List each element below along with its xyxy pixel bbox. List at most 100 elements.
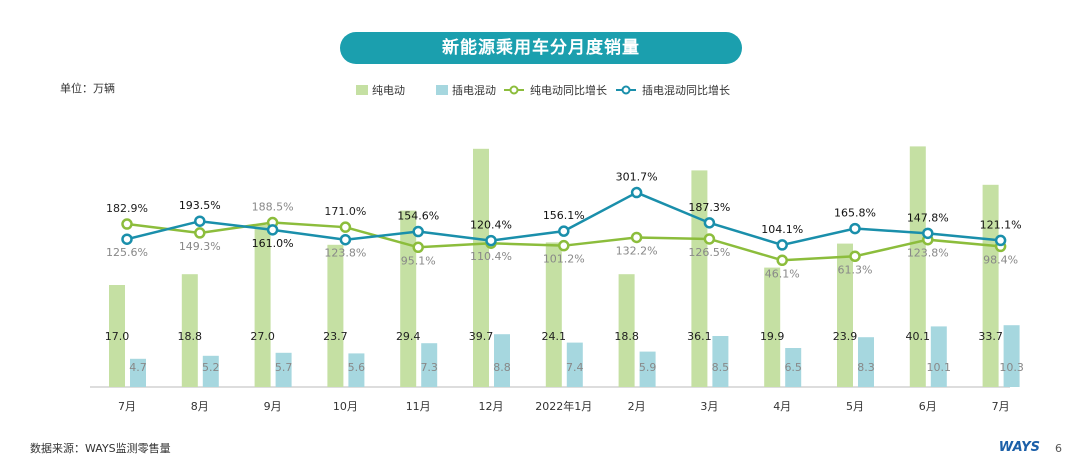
label-phev-8: 8.5 [712,361,730,374]
label-bev-growth-2: 188.5% [252,201,294,214]
data-labels: 17.0 4.7 18.8 5.2 27.0 5.7 23.7 5.6 29.4 7.3 39.7 8… [105,171,1024,374]
bar-bev-1 [181,274,198,387]
bar-phev-6 [566,342,583,387]
label-bev-growth-6: 101.2% [543,253,585,266]
label-bev-0: 17.0 [105,330,130,343]
label-phev-growth-0: 125.6% [106,246,148,259]
label-phev-growth-11: 147.8% [907,211,949,224]
x-tick-12: 7月 [992,400,1010,413]
label-bev-4: 29.4 [396,330,421,343]
bar-phev-7 [639,351,656,387]
legend-swatch-marker-2 [509,85,519,95]
phev-growth-point-2 [266,224,279,236]
x-tick-5: 12月 [479,400,504,413]
bev-growth-point-3 [339,221,352,233]
phev-growth-point-10 [849,222,861,235]
page-number: 6 [1055,442,1062,455]
x-tick-2: 9月 [264,400,282,413]
label-phev-growth-3: 123.8% [324,247,366,260]
x-tick-9: 4月 [773,400,791,413]
legend-swatch-0 [356,85,368,95]
bar-phev-0 [130,358,146,387]
x-tick-11: 6月 [919,400,937,413]
label-bev-12: 33.7 [978,330,1003,343]
label-phev-5: 8.8 [493,361,511,374]
x-tick-labels: 7月 8月 9月 10月 11月 12月 2022年1月 2月 3月 4月 5月 6月 7月 [118,399,1010,413]
label-phev-0: 4.7 [129,361,147,374]
label-bev-growth-0: 182.9% [106,202,148,215]
label-phev-3: 5.6 [348,361,366,374]
bar-bev-6 [545,242,562,387]
phev-growth-point-6 [558,225,570,237]
bar-bev-2 [254,225,271,387]
x-tick-7: 2月 [628,400,646,413]
bar-bev-4 [400,210,417,387]
bar-phev-5 [494,334,510,387]
x-tick-0: 7月 [118,400,136,413]
bar-bev-11 [909,146,926,387]
phev-growth-point-11 [922,227,934,240]
label-phev-growth-4: 154.6% [397,210,439,223]
growth-lines [121,186,1007,267]
bar-phev-9 [785,348,802,387]
label-bev-1: 18.8 [178,330,203,343]
label-phev-growth-6: 156.1% [543,209,585,222]
bar-bev-8 [691,170,708,387]
chart-title: 新能源乘用车分月度销量 [340,32,742,64]
label-bev-growth-4: 95.1% [401,254,436,267]
label-bev-5: 39.7 [469,330,494,343]
bev-growth-point-10 [849,250,861,263]
label-bev-11: 40.1 [906,330,931,343]
label-bev-growth-1: 149.3% [179,240,221,253]
label-phev-4: 7.3 [420,361,438,374]
label-phev-11: 10.1 [927,361,952,374]
label-phev-growth-12: 121.1% [980,218,1022,231]
unit-label: 单位：万辆 [60,82,115,95]
bar-bev-9 [764,267,781,387]
phev-growth-point-1 [194,215,206,227]
label-bev-growth-9: 46.1% [765,267,800,280]
label-bev-7: 18.8 [614,330,639,343]
label-bev-2: 27.0 [250,330,275,343]
phev-growth-point-3 [339,233,352,246]
phev-growth-point-9 [776,239,788,251]
label-bev-growth-11: 123.8% [907,247,949,260]
label-bev-9: 19.9 [760,330,785,343]
bars [109,146,1020,387]
legend: 纯电动 插电混动 纯电动同比增长 插电混动同比增长 [356,83,730,97]
source-note: 数据来源：WAYS监测零售量 [30,442,171,455]
label-bev-8: 36.1 [687,330,712,343]
x-tick-6: 2022年1月 [535,399,592,413]
label-phev-growth-5: 120.4% [470,219,512,232]
label-phev-7: 5.9 [639,361,657,374]
legend-swatch-marker-3 [621,85,631,95]
bar-bev-3 [327,244,344,387]
legend-label-1: 插电混动 [452,83,496,97]
phev-growth-point-0 [121,233,133,245]
label-bev-growth-12: 98.4% [983,253,1018,266]
bar-phev-1 [202,355,219,387]
label-phev-growth-2: 161.0% [252,237,294,250]
bev-growth-point-7 [630,231,643,244]
bar-phev-12 [1003,325,1020,387]
legend-label-0: 纯电动 [372,84,405,97]
bar-bev-10 [837,243,853,387]
bar-bev-12 [982,184,999,387]
x-tick-4: 11月 [406,400,431,413]
label-phev-1: 5.2 [202,361,220,374]
bar-phev-3 [348,353,365,387]
x-tick-8: 3月 [700,400,718,413]
bev-growth-point-1 [194,227,206,239]
label-phev-12: 10.3 [999,361,1024,374]
x-tick-1: 8月 [191,400,209,413]
bev-growth-point-6 [558,239,570,252]
label-bev-growth-3: 171.0% [324,205,366,218]
bar-phev-8 [712,336,729,387]
phev-growth-point-8 [703,217,716,229]
label-bev-growth-5: 110.4% [470,250,512,263]
label-phev-growth-7: 301.7% [616,171,658,184]
bar-phev-10 [858,337,874,387]
bev-growth-point-9 [776,254,788,267]
bev-growth-point-0 [121,218,133,230]
